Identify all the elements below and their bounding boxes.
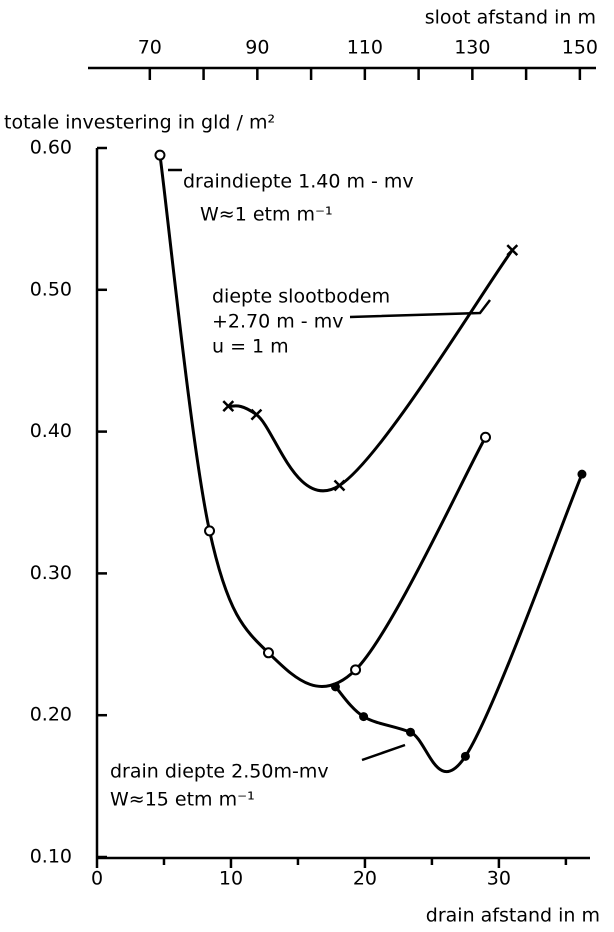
curve bbox=[227, 249, 514, 493]
point bbox=[359, 712, 369, 722]
x-tick-label: 20 bbox=[353, 868, 377, 890]
x2-tick-label: 130 bbox=[454, 37, 490, 59]
x-tick-label: 0 bbox=[91, 868, 103, 890]
curve bbox=[334, 473, 584, 774]
point bbox=[222, 400, 235, 412]
y-tick-label: 0.30 bbox=[30, 562, 72, 584]
y-tick-label: 0.40 bbox=[30, 420, 72, 442]
x2-axis-label: sloot afstand in m bbox=[425, 7, 596, 29]
x-axis-label: drain afstand in m bbox=[426, 905, 600, 927]
leader-line bbox=[361, 743, 406, 762]
point bbox=[350, 664, 362, 676]
point bbox=[506, 244, 519, 256]
y-axis-label: totale investering in gld / m² bbox=[4, 112, 275, 134]
x2-tick-label: 110 bbox=[347, 37, 383, 59]
point bbox=[204, 525, 216, 537]
y-tick-label: 0.10 bbox=[30, 846, 72, 868]
x-tick-label: 30 bbox=[487, 868, 511, 890]
x2-tick-label: 70 bbox=[138, 37, 162, 59]
point bbox=[577, 469, 587, 479]
y-tick-label: 0.60 bbox=[30, 137, 72, 159]
point bbox=[250, 408, 263, 421]
x-tick-label: 10 bbox=[219, 868, 243, 890]
annotation: draindiepte 1.40 m - mv bbox=[183, 171, 414, 193]
annotation: diepte slootbodem bbox=[212, 286, 390, 308]
annotation: W≈15 etm m⁻¹ bbox=[110, 789, 255, 811]
x2-tick-label: 150 bbox=[562, 37, 598, 59]
annotation: +2.70 m - mv bbox=[212, 311, 343, 333]
point bbox=[330, 682, 340, 692]
point bbox=[333, 479, 346, 492]
point bbox=[460, 751, 470, 761]
y-tick-label: 0.20 bbox=[30, 704, 72, 726]
point bbox=[405, 727, 415, 737]
leader-line bbox=[349, 299, 491, 319]
annotation: u = 1 m bbox=[212, 336, 289, 358]
annotation: W≈1 etm m⁻¹ bbox=[200, 204, 333, 226]
point bbox=[154, 149, 166, 161]
point bbox=[262, 647, 274, 659]
curve bbox=[158, 154, 487, 689]
y-tick-label: 0.50 bbox=[30, 278, 72, 300]
annotation: drain diepte 2.50m-mv bbox=[110, 761, 329, 783]
point bbox=[480, 431, 492, 443]
x2-tick-label: 90 bbox=[245, 37, 269, 59]
